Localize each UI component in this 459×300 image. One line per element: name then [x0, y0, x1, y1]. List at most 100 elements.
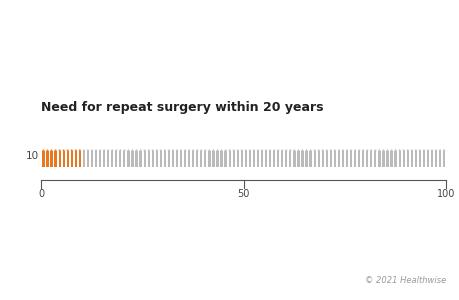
Circle shape: [410, 149, 412, 151]
Circle shape: [394, 149, 396, 151]
Bar: [236, 151, 238, 167]
Circle shape: [42, 149, 45, 151]
Bar: [188, 151, 190, 167]
Circle shape: [345, 149, 347, 151]
Bar: [333, 151, 335, 167]
Circle shape: [321, 149, 323, 151]
Bar: [337, 151, 339, 167]
Circle shape: [95, 149, 97, 151]
Circle shape: [196, 149, 198, 151]
Circle shape: [248, 149, 251, 151]
Bar: [321, 151, 323, 167]
Bar: [365, 151, 368, 167]
Bar: [297, 151, 299, 167]
Bar: [430, 151, 432, 167]
Bar: [163, 151, 166, 167]
Circle shape: [357, 149, 359, 151]
Bar: [317, 151, 319, 167]
Bar: [208, 151, 210, 167]
Bar: [273, 151, 274, 167]
Circle shape: [139, 149, 141, 151]
Bar: [139, 151, 141, 167]
Bar: [390, 151, 392, 167]
Circle shape: [297, 149, 299, 151]
Circle shape: [228, 149, 230, 151]
Circle shape: [71, 149, 73, 151]
Bar: [127, 151, 129, 167]
Circle shape: [414, 149, 416, 151]
Bar: [394, 151, 396, 167]
Bar: [119, 151, 121, 167]
Circle shape: [212, 149, 214, 151]
Bar: [46, 151, 49, 167]
Bar: [434, 151, 436, 167]
Circle shape: [442, 149, 444, 151]
Bar: [192, 151, 194, 167]
Bar: [115, 151, 117, 167]
Bar: [402, 151, 404, 167]
Text: Need for repeat surgery within 20 years: Need for repeat surgery within 20 years: [41, 101, 323, 114]
Circle shape: [188, 149, 190, 151]
Text: © 2021 Healthwise: © 2021 Healthwise: [364, 276, 445, 285]
Bar: [426, 151, 428, 167]
Circle shape: [107, 149, 109, 151]
Bar: [406, 151, 408, 167]
Circle shape: [341, 149, 343, 151]
Circle shape: [216, 149, 218, 151]
Bar: [285, 151, 287, 167]
Bar: [135, 151, 137, 167]
Circle shape: [67, 149, 69, 151]
Circle shape: [386, 149, 388, 151]
Circle shape: [115, 149, 117, 151]
Bar: [151, 151, 153, 167]
Circle shape: [131, 149, 133, 151]
Bar: [67, 151, 69, 167]
Bar: [216, 151, 218, 167]
Circle shape: [374, 149, 375, 151]
Bar: [175, 151, 178, 167]
Bar: [58, 151, 61, 167]
Circle shape: [83, 149, 85, 151]
Circle shape: [285, 149, 287, 151]
Bar: [369, 151, 372, 167]
Circle shape: [426, 149, 428, 151]
Text: 50: 50: [237, 189, 249, 199]
Circle shape: [240, 149, 242, 151]
Circle shape: [289, 149, 291, 151]
Bar: [50, 151, 52, 167]
Circle shape: [301, 149, 303, 151]
Circle shape: [78, 149, 81, 151]
Bar: [131, 151, 133, 167]
Circle shape: [184, 149, 186, 151]
Bar: [184, 151, 186, 167]
Bar: [62, 151, 65, 167]
Circle shape: [111, 149, 113, 151]
Circle shape: [172, 149, 174, 151]
Circle shape: [369, 149, 372, 151]
Circle shape: [418, 149, 420, 151]
Circle shape: [50, 149, 52, 151]
Circle shape: [54, 149, 56, 151]
Bar: [155, 151, 157, 167]
Circle shape: [151, 149, 153, 151]
Circle shape: [143, 149, 146, 151]
Bar: [305, 151, 307, 167]
Circle shape: [200, 149, 202, 151]
Circle shape: [224, 149, 226, 151]
Bar: [260, 151, 263, 167]
Circle shape: [147, 149, 150, 151]
Bar: [276, 151, 279, 167]
Bar: [200, 151, 202, 167]
Bar: [301, 151, 303, 167]
Circle shape: [192, 149, 194, 151]
Bar: [204, 151, 206, 167]
Bar: [99, 151, 101, 167]
Circle shape: [204, 149, 206, 151]
Bar: [83, 151, 85, 167]
Bar: [103, 151, 105, 167]
Bar: [196, 151, 198, 167]
Bar: [280, 151, 283, 167]
Circle shape: [175, 149, 178, 151]
Circle shape: [46, 149, 49, 151]
Circle shape: [159, 149, 162, 151]
